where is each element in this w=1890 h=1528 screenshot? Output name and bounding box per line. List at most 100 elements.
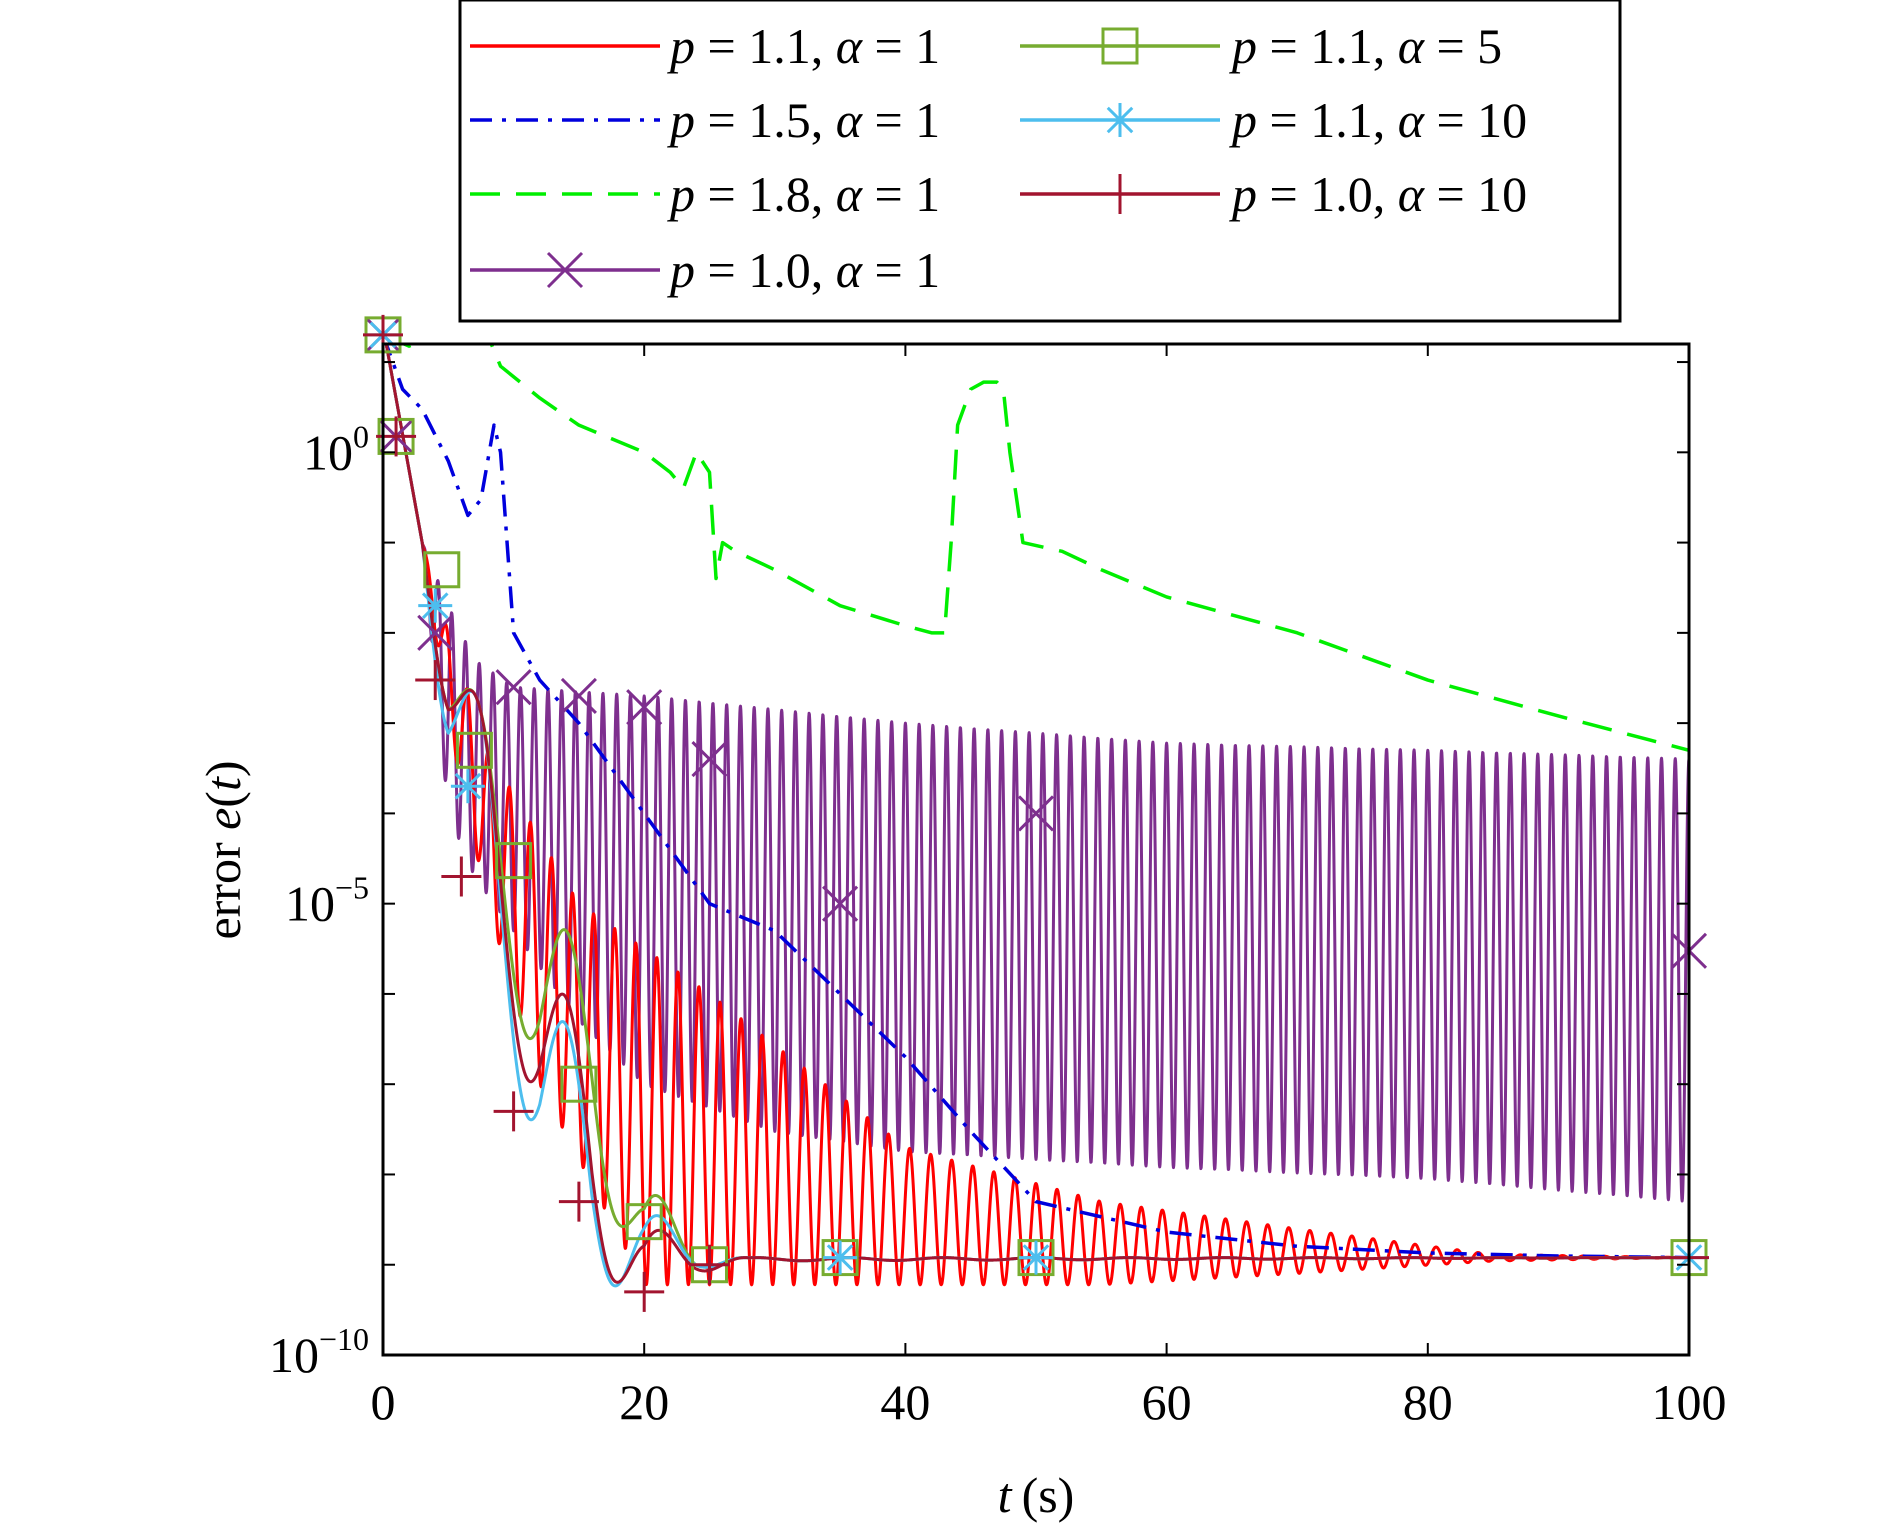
legend-label-part: = 1 xyxy=(862,166,940,222)
legend-label-part: p xyxy=(1229,18,1257,74)
series-marker xyxy=(1017,795,1055,832)
series-line xyxy=(384,344,1689,1287)
legend-label-part: p xyxy=(667,18,695,74)
y-axis-label-close: ) xyxy=(195,760,251,777)
legend-label-part: α xyxy=(836,166,864,222)
marker-stroke xyxy=(546,251,584,289)
series-marker xyxy=(691,740,728,778)
y-tick-label: 10−5 xyxy=(285,870,369,932)
marker-stroke xyxy=(822,885,859,922)
legend-entry: p = 1.8, α = 1 xyxy=(470,166,940,222)
legend-label: p = 1.8, α = 1 xyxy=(667,166,940,222)
legend-swatch-marker xyxy=(1101,27,1139,65)
series-marker xyxy=(418,588,453,623)
y-tick-label: 100 xyxy=(303,418,369,480)
y-tick-label-exponent: 0 xyxy=(353,418,369,454)
y-axis-label-open: ( xyxy=(195,791,251,808)
series-line xyxy=(384,344,1689,1203)
legend-label-part: = 5 xyxy=(1424,18,1502,74)
legend-label-part: = 1.5, xyxy=(695,92,836,148)
marker-shape xyxy=(560,1065,598,1103)
legend-label-part: = 1.1, xyxy=(695,18,836,74)
y-axis-label-arg: t xyxy=(195,776,251,791)
x-axis-label-var: t xyxy=(998,1467,1013,1523)
legend-label-part: = 1.8, xyxy=(695,166,836,222)
legend-label-part: = 1.0, xyxy=(695,242,836,298)
legend-label-part: p xyxy=(667,166,695,222)
series-marker xyxy=(624,1271,665,1312)
legend-label-part: α xyxy=(836,242,864,298)
series-marker xyxy=(495,669,532,706)
legend-label: p = 1.1, α = 10 xyxy=(1229,92,1527,148)
series-marker xyxy=(558,1181,599,1222)
marker-shape xyxy=(455,731,493,769)
legend-label-part: = 1 xyxy=(862,242,940,298)
marker-stroke xyxy=(826,1244,854,1271)
series-marker xyxy=(823,1240,858,1275)
marker-stroke xyxy=(1017,795,1055,832)
series-marker xyxy=(493,1091,534,1132)
series-marker xyxy=(417,614,454,651)
marker-shape xyxy=(495,842,533,880)
series-marker xyxy=(450,769,485,804)
marker-stroke xyxy=(560,677,597,715)
legend-label-part: p xyxy=(667,242,695,298)
marker-layer xyxy=(363,314,1709,1312)
legend-entry: p = 1.1, α = 5 xyxy=(1020,18,1502,74)
legend-label-part: = 1.0, xyxy=(1257,166,1398,222)
marker-stroke xyxy=(454,772,482,800)
legend-label-part: = 10 xyxy=(1424,92,1527,148)
y-axis-label-var: e xyxy=(195,808,251,830)
legend-entry: p = 1.1, α = 10 xyxy=(1020,92,1527,148)
series-marker xyxy=(495,842,533,880)
marker-stroke xyxy=(1106,106,1134,134)
legend-label-part: p xyxy=(1229,92,1257,148)
legend-label-part: α xyxy=(836,92,864,148)
x-tick-label: 40 xyxy=(880,1374,930,1430)
x-tick-label: 100 xyxy=(1652,1374,1727,1430)
x-tick-label: 60 xyxy=(1142,1374,1192,1430)
series-marker xyxy=(689,1244,730,1285)
legend-label-part: = 1 xyxy=(862,92,940,148)
marker-stroke xyxy=(691,740,728,778)
series-marker xyxy=(625,1203,663,1241)
legend-label-part: α xyxy=(836,18,864,74)
legend-label: p = 1.1, α = 1 xyxy=(667,18,940,74)
series-marker xyxy=(415,660,456,701)
legend-label-part: α xyxy=(1398,18,1426,74)
legend-label-part: = 1 xyxy=(862,18,940,74)
legend-entry: p = 1.0, α = 10 xyxy=(1020,166,1527,222)
legend-entry: p = 1.5, α = 1 xyxy=(470,92,940,148)
marker-stroke xyxy=(1022,1244,1050,1271)
legend-entry: p = 1.1, α = 1 xyxy=(470,18,940,74)
series-marker xyxy=(560,677,597,715)
series-marker xyxy=(626,689,663,726)
legend-label-part: = 1.1, xyxy=(1257,92,1398,148)
marker-shape xyxy=(625,1203,663,1241)
legend-swatch-marker xyxy=(1103,103,1137,137)
legend: p = 1.1, α = 1p = 1.5, α = 1p = 1.8, α =… xyxy=(458,0,1622,323)
series-marker xyxy=(822,885,859,922)
marker-stroke xyxy=(626,689,663,726)
y-tick-label-base: 10 xyxy=(303,424,353,480)
y-tick-label-exponent: −10 xyxy=(319,1321,369,1357)
legend-label-part: α xyxy=(1398,92,1426,148)
marker-stroke xyxy=(421,592,449,619)
legend-label: p = 1.1, α = 5 xyxy=(1229,18,1502,74)
series-marker xyxy=(1019,1240,1053,1275)
y-tick-label-base: 10 xyxy=(285,876,335,932)
legend-label: p = 1.5, α = 1 xyxy=(667,92,940,148)
legend-label: p = 1.0, α = 10 xyxy=(1229,166,1527,222)
x-tick-label: 0 xyxy=(371,1374,396,1430)
marker-stroke xyxy=(417,614,454,651)
x-tick-label: 80 xyxy=(1403,1374,1453,1430)
series-marker xyxy=(441,856,482,897)
x-axis-label: t (s) xyxy=(998,1467,1075,1523)
marker-shape xyxy=(423,551,461,589)
legend-swatch-marker xyxy=(1100,174,1140,214)
legend-box xyxy=(458,0,1622,323)
series-marker xyxy=(560,1065,598,1103)
legend-label-part: p xyxy=(667,92,695,148)
